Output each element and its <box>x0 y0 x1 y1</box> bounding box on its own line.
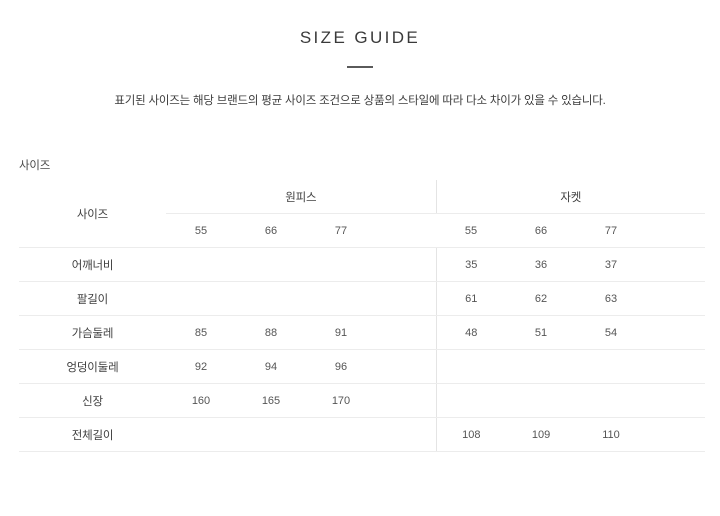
cell-sleeve-dress-77 <box>306 281 376 316</box>
cell-sleeve-jacket-66: 62 <box>506 281 577 316</box>
cell-shoulder-jacket-spacer <box>646 247 706 282</box>
table-row: 어깨너비 35 36 37 <box>19 247 706 282</box>
size-col-jacket-55: 55 <box>436 213 507 248</box>
cell-shoulder-dress-77 <box>306 247 376 282</box>
size-guide-description: 표기된 사이즈는 해당 브랜드의 평균 사이즈 조건으로 상품의 스타일에 따라… <box>114 95 606 107</box>
size-col-dress-55: 55 <box>166 213 236 248</box>
table-header-size-row: 55 66 77 55 66 77 <box>19 213 706 248</box>
cell-shoulder-dress-spacer <box>376 247 437 282</box>
cell-hip-dress-55: 92 <box>166 349 236 384</box>
size-table-head: 사이즈 원피스 자켓 55 66 77 55 66 77 <box>19 180 706 248</box>
table-row: 팔길이 61 62 63 <box>19 281 706 316</box>
size-table-container: 사이즈 원피스 자켓 55 66 77 55 66 77 어깨너비 <box>19 180 706 452</box>
cell-total-dress-77 <box>306 417 376 452</box>
group-header-dress: 원피스 <box>166 180 437 214</box>
cell-height-jacket-77 <box>576 383 647 418</box>
size-col-dress-spacer <box>376 213 437 248</box>
group-header-jacket: 자켓 <box>435 180 706 214</box>
size-col-jacket-66: 66 <box>506 213 577 248</box>
size-col-dress-66: 66 <box>236 213 306 248</box>
table-row: 신장 160 165 170 <box>19 383 706 418</box>
size-col-jacket-spacer <box>646 213 706 248</box>
cell-total-jacket-66: 109 <box>506 417 577 452</box>
cell-shoulder-jacket-55: 35 <box>435 247 507 282</box>
cell-sleeve-jacket-55: 61 <box>435 281 507 316</box>
cell-sleeve-jacket-spacer <box>646 281 706 316</box>
size-table: 사이즈 원피스 자켓 55 66 77 55 66 77 어깨너비 <box>19 180 706 452</box>
cell-total-jacket-55: 108 <box>435 417 507 452</box>
cell-total-jacket-77: 110 <box>576 417 647 452</box>
row-label-chest: 가슴둘레 <box>19 315 166 350</box>
cell-shoulder-dress-66 <box>236 247 306 282</box>
cell-hip-jacket-66 <box>506 349 577 384</box>
section-label-size: 사이즈 <box>19 160 51 172</box>
header-corner-label: 사이즈 <box>19 180 166 248</box>
size-col-jacket-77: 77 <box>576 213 647 248</box>
cell-hip-jacket-spacer <box>646 349 706 384</box>
size-table-body: 어깨너비 35 36 37 팔길이 61 62 63 <box>19 247 706 452</box>
cell-hip-dress-77: 96 <box>306 349 376 384</box>
page-title: SIZE GUIDE <box>299 28 421 47</box>
cell-height-dress-55: 160 <box>166 383 236 418</box>
cell-height-jacket-spacer <box>646 383 706 418</box>
cell-total-dress-spacer <box>376 417 437 452</box>
cell-hip-dress-66: 94 <box>236 349 306 384</box>
size-col-dress-77: 77 <box>306 213 376 248</box>
row-label-height: 신장 <box>19 383 166 418</box>
cell-height-jacket-66 <box>506 383 577 418</box>
row-label-hip: 엉덩이둘레 <box>19 349 166 384</box>
cell-height-dress-spacer <box>376 383 437 418</box>
cell-chest-jacket-55: 48 <box>435 315 507 350</box>
cell-sleeve-dress-55 <box>166 281 236 316</box>
cell-height-dress-77: 170 <box>306 383 376 418</box>
cell-height-jacket-55 <box>435 383 507 418</box>
cell-shoulder-jacket-66: 36 <box>506 247 577 282</box>
cell-chest-jacket-77: 54 <box>576 315 647 350</box>
cell-chest-jacket-66: 51 <box>506 315 577 350</box>
cell-sleeve-dress-spacer <box>376 281 437 316</box>
cell-shoulder-jacket-77: 37 <box>576 247 647 282</box>
cell-chest-dress-spacer <box>376 315 437 350</box>
row-label-shoulder: 어깨너비 <box>19 247 166 282</box>
cell-total-dress-55 <box>166 417 236 452</box>
cell-chest-dress-55: 85 <box>166 315 236 350</box>
table-row: 전체길이 108 109 110 <box>19 417 706 452</box>
cell-total-dress-66 <box>236 417 306 452</box>
cell-total-jacket-spacer <box>646 417 706 452</box>
cell-chest-jacket-spacer <box>646 315 706 350</box>
cell-height-dress-66: 165 <box>236 383 306 418</box>
size-guide-header: SIZE GUIDE 표기된 사이즈는 해당 브랜드의 평균 사이즈 조건으로 … <box>0 0 720 110</box>
cell-sleeve-dress-66 <box>236 281 306 316</box>
table-header-group-row: 사이즈 원피스 자켓 <box>19 180 706 248</box>
cell-hip-dress-spacer <box>376 349 437 384</box>
cell-chest-dress-66: 88 <box>236 315 306 350</box>
cell-sleeve-jacket-77: 63 <box>576 281 647 316</box>
title-divider <box>347 66 373 68</box>
table-row: 엉덩이둘레 92 94 96 <box>19 349 706 384</box>
cell-chest-dress-77: 91 <box>306 315 376 350</box>
row-label-sleeve: 팔길이 <box>19 281 166 316</box>
row-label-total-length: 전체길이 <box>19 417 166 452</box>
cell-hip-jacket-55 <box>435 349 507 384</box>
table-row: 가슴둘레 85 88 91 48 51 54 <box>19 315 706 350</box>
cell-hip-jacket-77 <box>576 349 647 384</box>
cell-shoulder-dress-55 <box>166 247 236 282</box>
